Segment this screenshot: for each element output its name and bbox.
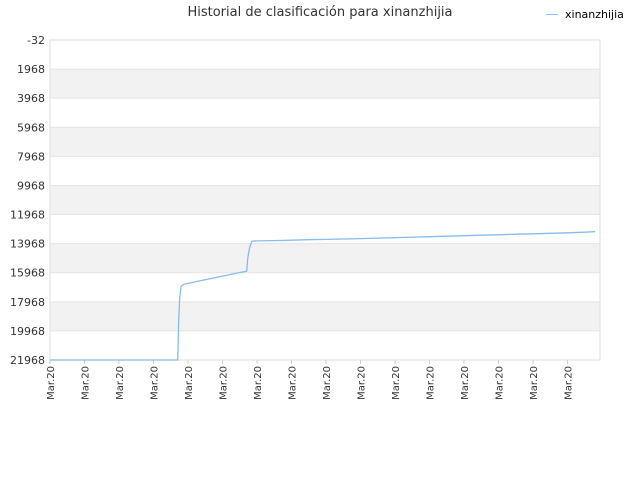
x-tick-label: Mar.20 (529, 366, 540, 400)
series-layer (50, 231, 596, 361)
x-tick-label: Mar.20 (288, 366, 299, 400)
plot-frame (49, 39, 601, 361)
y-tick-label: 3968 (17, 92, 45, 105)
legend-line-swatch (546, 14, 558, 15)
grid-bands (50, 69, 600, 331)
x-tick-label: Mar.20 (426, 366, 437, 400)
y-tick-label: -32 (27, 34, 45, 47)
grid-band (50, 127, 600, 157)
y-tick-label: 17968 (10, 296, 45, 309)
x-tick-label: Mar.20 (150, 366, 161, 400)
y-tick-label: 21968 (10, 354, 45, 367)
x-tick-label: Mar.20 (184, 366, 195, 400)
x-axis-ticks: Mar.20 Mar.20 Mar.20 Mar.20 Mar.20 Mar.20 Mar.… (46, 360, 575, 400)
x-tick-label: Mar.20 (357, 366, 368, 400)
x-tick-label: Mar.20 (495, 366, 506, 400)
y-tick-label: 15968 (10, 267, 45, 280)
y-tick-label: 13968 (10, 238, 45, 251)
grid-band (50, 185, 600, 215)
x-tick-label: Mar.20 (460, 366, 471, 400)
x-tick-label: Mar.20 (564, 366, 575, 400)
chart-title: Historial de clasificación para xinanzhi… (187, 5, 453, 20)
x-tick-label: Mar.20 (115, 366, 126, 400)
y-tick-label: 1968 (17, 63, 45, 76)
legend[interactable]: xinanzhijia (546, 8, 624, 21)
y-axis-ticks: -32 1968 3968 5968 7968 9968 11968 13968 15968 17… (10, 34, 45, 367)
grid-band (50, 301, 600, 331)
x-tick-label: Mar.20 (391, 366, 402, 400)
y-tick-label: 11968 (10, 209, 45, 222)
x-tick-label: Mar.20 (253, 366, 264, 400)
x-tick-label: Mar.20 (219, 366, 230, 400)
y-tick-label: 7968 (17, 150, 45, 163)
y-tick-label: 19968 (10, 325, 45, 338)
y-tick-label: 9968 (17, 179, 45, 192)
x-tick-label: Mar.20 (322, 366, 333, 400)
grid-band (50, 243, 600, 273)
series-line-xinanzhijia[interactable] (50, 231, 596, 361)
grid-band (50, 69, 600, 99)
x-tick-label: Mar.20 (46, 366, 57, 400)
y-tick-label: 5968 (17, 121, 45, 134)
x-tick-label: Mar.20 (81, 366, 92, 400)
legend-label: xinanzhijia (565, 8, 624, 21)
